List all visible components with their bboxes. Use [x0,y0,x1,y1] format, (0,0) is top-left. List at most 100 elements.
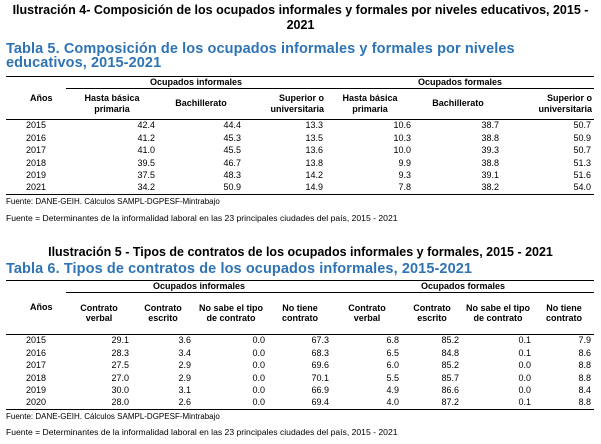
value-cell: 68.3 [311,347,329,358]
value-cell: 42.4 [66,118,158,132]
tabla-6-table: Años Ocupados informales Ocupados formal… [6,280,594,410]
column-header: Contrato escrito [413,302,451,324]
year-cell: 2021 [6,181,66,195]
value-cell: 38.8 [481,157,499,168]
value-cell: 6.5 [386,347,399,358]
table-row: 2019 30.0 3.1 0.0 66.9 4.9 86.6 0.0 8.4 [6,384,594,397]
value-cell: 6.0 [386,360,399,370]
value-cell: 85.7 [441,372,459,383]
value-cell: 9.3 [398,170,411,180]
value-cell: 48.3 [223,170,241,180]
value-cell: 0.0 [252,385,265,395]
value-cell: 37.5 [137,170,155,180]
value-cell: 2.6 [132,396,194,410]
value-cell: 41.2 [137,132,155,143]
value-cell: 9.9 [398,157,411,168]
value-cell: 30.0 [111,385,129,395]
value-cell: 14.2 [305,170,323,180]
value-cell: 8.8 [578,372,591,383]
value-cell: 45.5 [223,145,241,155]
year-cell: 2019 [25,385,47,395]
tabla-6-title: Tabla 6. Tipos de contratos de los ocupa… [6,261,473,277]
value-cell: 3.6 [132,333,194,347]
source-note: Fuente: DANE-GEIH. Cálculos SAMPL-DGPESF… [6,412,220,421]
value-cell: 2.9 [178,360,191,370]
tabla-5-table: Años Ocupados informales Ocupados formal… [6,76,594,195]
column-header: No sabe el tipo de contrato [465,302,530,324]
fuente-note: Fuente = Determinantes de la informalida… [6,427,398,437]
value-cell: 85.2 [441,360,459,370]
column-header: Contrato verbal [80,302,118,324]
value-cell: 50.9 [573,132,591,143]
value-cell: 14.9 [244,181,326,195]
year-header: Años [6,280,66,334]
column-header: No tiene contrato [546,302,582,324]
column-header: Superior o universitaria [270,93,324,114]
value-cell: 7.8 [326,181,414,195]
value-cell: 54.0 [502,181,594,195]
table-row: 2020 28.0 2.6 0.0 69.4 4.0 87.2 0.1 8.8 [6,396,594,410]
value-cell: 84.8 [441,347,459,358]
year-cell: 2019 [25,170,47,180]
value-cell: 0.1 [462,333,534,347]
table-row: 2018 27.0 2.9 0.0 70.1 5.5 85.7 0.0 8.8 [6,372,594,385]
column-header: Hasta básica primaria [84,93,140,114]
column-header: No tiene contrato [282,302,318,324]
year-cell: 2017 [25,145,47,155]
value-cell: 5.5 [386,372,399,383]
value-cell: 38.7 [414,118,502,132]
value-cell: 39.3 [481,145,499,155]
column-header: Bachillerato [175,98,227,109]
value-cell: 38.2 [414,181,502,195]
value-cell: 2.9 [178,372,191,383]
column-header: Superior o universitaria [538,93,592,114]
value-cell: 86.6 [441,385,459,395]
value-cell: 0.0 [518,372,531,383]
table-row: 2015 42.4 44.4 13.3 10.6 38.7 50.7 [6,118,594,132]
ilustracion-4-title: Ilustración 4- Composición de los ocupad… [12,3,589,32]
table-row: 2018 39.5 46.7 13.8 9.9 38.8 51.3 [6,157,594,170]
value-cell: 28.3 [111,347,129,358]
value-cell: 13.5 [305,132,323,143]
value-cell: 27.0 [111,372,129,383]
value-cell: 13.6 [305,145,323,155]
value-cell: 38.8 [481,132,499,143]
year-cell: 2015 [6,333,66,347]
value-cell: 13.3 [244,118,326,132]
column-header: No sabe el tipo de contrato [198,302,263,324]
year-cell: 2015 [6,118,66,132]
value-cell: 50.7 [502,118,594,132]
value-cell: 85.2 [402,333,462,347]
group-header-formales: Ocupados formales [326,76,594,89]
value-cell: 4.0 [332,396,402,410]
value-cell: 13.8 [305,157,323,168]
value-cell: 28.0 [66,396,132,410]
column-header: Bachillerato [432,98,484,109]
value-cell: 8.8 [578,360,591,370]
value-cell: 0.1 [462,396,534,410]
table-row: 2015 29.1 3.6 0.0 67.3 6.8 85.2 0.1 7.9 [6,333,594,347]
source-note: Fuente: DANE-GEIH. Cálculos SAMPL-DGPESF… [6,197,220,206]
fuente-note: Fuente = Determinantes de la informalida… [6,213,398,223]
year-cell: 2018 [25,157,47,168]
value-cell: 50.7 [573,145,591,155]
column-header: Contrato escrito [144,302,182,324]
value-cell: 4.9 [386,385,399,395]
value-cell: 39.5 [137,157,155,168]
year-cell: 2016 [25,347,47,358]
value-cell: 10.6 [326,118,414,132]
value-cell: 44.4 [158,118,244,132]
value-cell: 46.7 [223,157,241,168]
value-cell: 29.1 [66,333,132,347]
value-cell: 51.6 [573,170,591,180]
value-cell: 27.5 [111,360,129,370]
value-cell: 6.8 [332,333,402,347]
value-cell: 66.9 [311,385,329,395]
table-row: 2019 37.5 48.3 14.2 9.3 39.1 51.6 [6,169,594,182]
value-cell: 8.8 [534,396,594,410]
value-cell: 69.4 [268,396,332,410]
year-cell: 2018 [25,372,47,383]
value-cell: 0.0 [252,372,265,383]
value-cell: 45.3 [223,132,241,143]
value-cell: 0.1 [518,347,531,358]
